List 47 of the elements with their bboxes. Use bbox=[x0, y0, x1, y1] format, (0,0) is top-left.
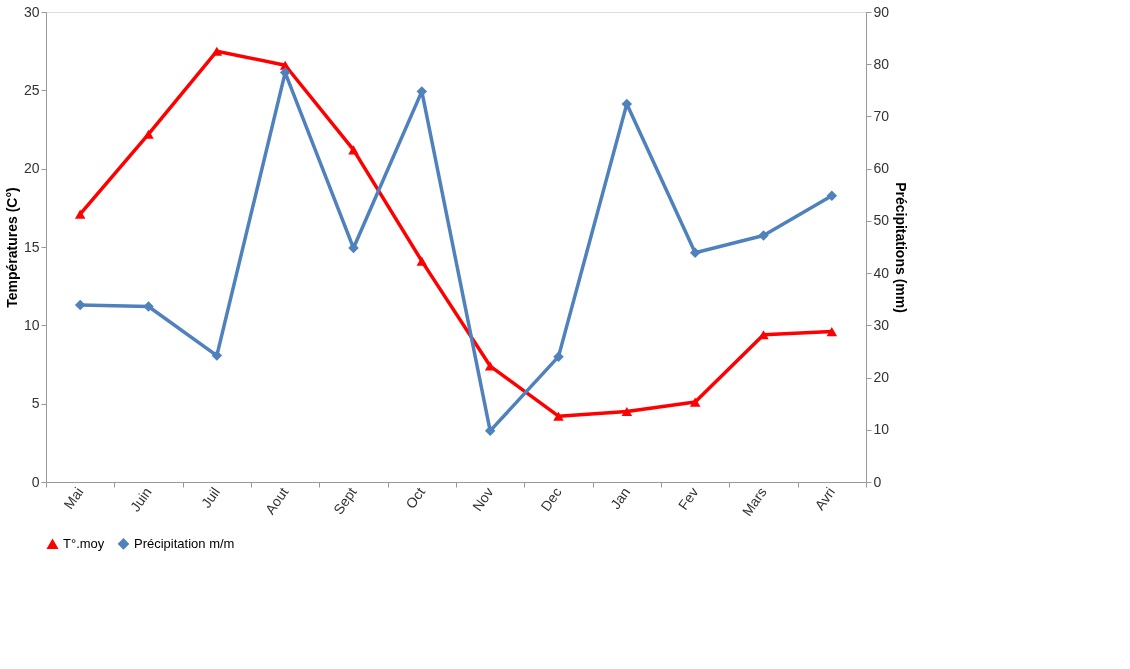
y2-tick-label: 50 bbox=[873, 212, 890, 229]
y2-tick-label: 10 bbox=[873, 421, 890, 438]
point bbox=[758, 330, 769, 340]
y2-tick-label: 70 bbox=[873, 107, 890, 124]
y-tick-label: 15 bbox=[23, 238, 40, 255]
y2-tick-label: 0 bbox=[873, 473, 882, 490]
x-tick-label: Mai bbox=[60, 484, 87, 512]
y-tick-label: 10 bbox=[23, 316, 40, 333]
legend-label: Précipitation m/m bbox=[134, 535, 235, 551]
point bbox=[689, 247, 701, 258]
point bbox=[211, 46, 223, 56]
x-tick-label: Dec bbox=[537, 484, 565, 514]
point bbox=[74, 209, 86, 219]
point bbox=[348, 242, 359, 254]
point bbox=[348, 145, 359, 155]
y-tick-label: 30 bbox=[23, 3, 40, 20]
y2-tick-label: 20 bbox=[873, 369, 890, 386]
y2-axis-title: Précipitations (mm) bbox=[893, 182, 910, 313]
y-tick-label: 0 bbox=[31, 473, 40, 490]
y-tick-label: 5 bbox=[31, 395, 40, 412]
point bbox=[689, 397, 701, 407]
x-tick-label: Jan bbox=[607, 484, 634, 513]
point bbox=[143, 301, 154, 312]
point bbox=[553, 411, 564, 421]
point bbox=[826, 327, 838, 337]
point bbox=[758, 230, 769, 241]
point bbox=[553, 351, 564, 362]
x-tick-label: Oct bbox=[402, 484, 429, 512]
point bbox=[826, 190, 838, 202]
y2-tick-label: 40 bbox=[873, 264, 890, 281]
point bbox=[484, 425, 496, 437]
y-tick-label: 25 bbox=[23, 81, 40, 98]
y-axis-title: Températures (C°) bbox=[3, 187, 20, 308]
point bbox=[621, 406, 633, 417]
y2-tick-label: 80 bbox=[873, 55, 890, 72]
y2-tick-label: 60 bbox=[873, 160, 890, 177]
point bbox=[211, 350, 223, 361]
y-tick-label: 20 bbox=[23, 160, 40, 177]
x-tick-label: Fev bbox=[674, 484, 702, 513]
x-tick-label: Juin bbox=[126, 484, 155, 515]
legend-label: T°.moy bbox=[63, 536, 105, 552]
x-tick-label: Nov bbox=[469, 484, 497, 514]
y2-tick-label: 30 bbox=[873, 316, 890, 333]
x-tick-label: Juil bbox=[197, 484, 224, 511]
y2-tick-label: 90 bbox=[873, 3, 890, 20]
point bbox=[416, 256, 428, 266]
point bbox=[143, 129, 154, 139]
